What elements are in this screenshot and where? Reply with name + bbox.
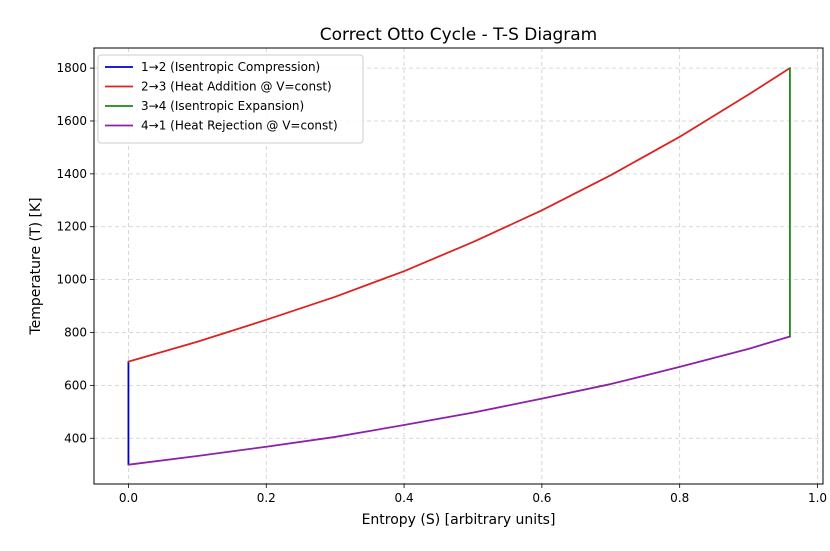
- x-tick-label: 0.4: [395, 491, 414, 505]
- y-tick-label: 1200: [56, 220, 87, 234]
- y-axis-title: Temperature (T) [K]: [28, 197, 44, 335]
- y-tick-label: 400: [64, 431, 87, 445]
- series-line-4: [127, 335, 791, 466]
- legend-label: 2→3 (Heat Addition @ V=const): [141, 80, 332, 94]
- series-line-2: [127, 67, 791, 363]
- x-tick-label: 0.0: [119, 491, 138, 505]
- y-tick-label: 1800: [56, 61, 87, 75]
- x-tick-label: 0.2: [257, 491, 276, 505]
- x-tick-label: 0.8: [670, 491, 689, 505]
- legend-label: 4→1 (Heat Rejection @ V=const): [141, 119, 338, 133]
- legend-frame: [97, 54, 364, 144]
- legend-label: 1→2 (Isentropic Compression): [141, 60, 320, 74]
- x-tick-label: 1.0: [808, 491, 827, 505]
- y-tick-label: 800: [64, 325, 87, 339]
- chart-title: Correct Otto Cycle - T-S Diagram: [320, 25, 598, 45]
- y-tick-label: 1600: [56, 114, 87, 128]
- plot-series: [127, 67, 791, 466]
- y-tick-label: 600: [64, 378, 87, 392]
- legend: 1→2 (Isentropic Compression) 2→3 (Heat Ad…: [97, 54, 364, 144]
- plot-frame: [93, 47, 824, 485]
- legend-label: 3→4 (Isentropic Expansion): [141, 99, 304, 113]
- x-tick-label: 0.6: [532, 491, 551, 505]
- y-tick-label: 1400: [56, 167, 87, 181]
- x-axis-title: Entropy (S) [arbitrary units]: [362, 512, 556, 528]
- axis-ticks: 0.0 0.2 0.4 0.6 0.8 1.0 400 600 800 1000 1200 1400 1…: [56, 61, 827, 505]
- y-tick-label: 1000: [56, 273, 87, 287]
